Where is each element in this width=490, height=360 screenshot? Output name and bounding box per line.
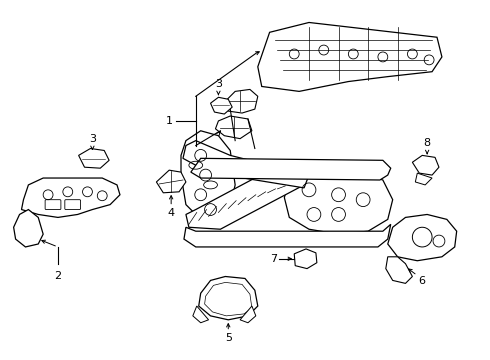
Text: 3: 3: [89, 134, 96, 144]
Polygon shape: [14, 210, 43, 247]
Polygon shape: [184, 224, 391, 247]
Polygon shape: [211, 97, 232, 114]
Polygon shape: [225, 89, 258, 113]
Polygon shape: [78, 148, 109, 168]
Polygon shape: [413, 156, 439, 175]
Polygon shape: [258, 22, 442, 91]
Polygon shape: [191, 158, 391, 180]
Polygon shape: [416, 173, 432, 185]
Polygon shape: [294, 249, 317, 269]
Text: 1: 1: [166, 116, 173, 126]
Polygon shape: [386, 257, 413, 283]
Polygon shape: [22, 178, 120, 217]
Polygon shape: [199, 276, 258, 320]
Text: 8: 8: [423, 139, 431, 148]
Polygon shape: [284, 170, 392, 234]
Polygon shape: [193, 306, 209, 323]
Text: 2: 2: [54, 271, 61, 282]
Polygon shape: [181, 131, 235, 224]
Text: 3: 3: [215, 80, 222, 89]
Polygon shape: [388, 215, 457, 261]
Polygon shape: [186, 170, 309, 229]
Polygon shape: [156, 170, 186, 193]
Text: 6: 6: [419, 276, 426, 287]
Polygon shape: [240, 306, 256, 323]
Text: 7: 7: [270, 254, 277, 264]
Text: 4: 4: [168, 208, 175, 217]
Text: 5: 5: [225, 333, 232, 343]
Polygon shape: [183, 141, 309, 188]
Polygon shape: [216, 116, 252, 139]
